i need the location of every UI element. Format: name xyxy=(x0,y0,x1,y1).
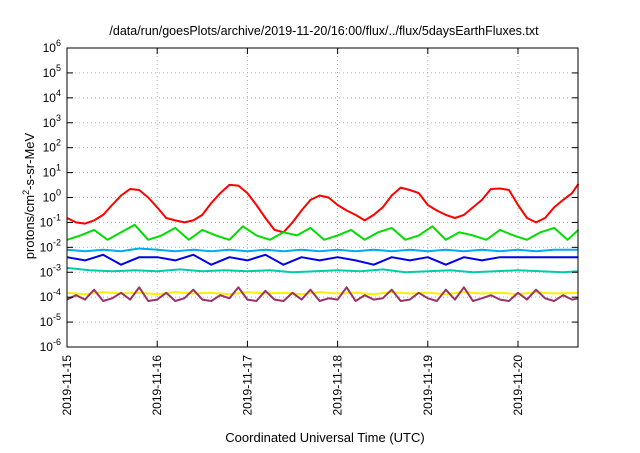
x-tick-label: 2019-11-18 xyxy=(331,355,345,416)
y-tick-label-exponent: -4 xyxy=(53,287,61,297)
y-tick-label-exponent: 3 xyxy=(56,113,61,123)
x-tick-label: 2019-11-17 xyxy=(240,355,254,416)
series-line-5 xyxy=(66,266,579,274)
x-tick-label: 2019-11-19 xyxy=(421,355,435,416)
y-tick-label-base: 10 xyxy=(40,215,54,229)
y-tick-label-base: 10 xyxy=(40,315,54,329)
y-tick-label-base: 10 xyxy=(43,191,57,205)
y-axis-label-prefix: protons/cm xyxy=(22,195,37,259)
y-tick-label-exponent: -1 xyxy=(53,212,61,222)
y-tick-label: 102 xyxy=(43,138,61,155)
y-tick-label-exponent: -3 xyxy=(53,262,61,272)
y-axis-label-suffix: -s-sr-MeV xyxy=(22,132,37,189)
y-tick-label-base: 10 xyxy=(43,41,57,55)
y-tick-label-exponent: 1 xyxy=(56,163,61,173)
y-axis-label: protons/cm2-s-sr-MeV xyxy=(21,132,37,259)
y-tick-label-exponent: 0 xyxy=(56,188,61,198)
y-tick-label: 105 xyxy=(43,63,61,80)
series-lines xyxy=(66,183,580,302)
y-tick-label-base: 10 xyxy=(40,240,54,254)
y-tick-label-exponent: -2 xyxy=(53,237,61,247)
x-tick-label: 2019-11-16 xyxy=(150,355,164,416)
y-tick-label-exponent: 2 xyxy=(56,138,61,148)
y-tick-label: 100 xyxy=(43,188,61,205)
series-line-2 xyxy=(66,223,580,241)
series-line-3 xyxy=(66,247,579,253)
y-tick-label: 10-1 xyxy=(40,212,61,229)
y-tick-label: 10-2 xyxy=(40,237,61,254)
chart-title: /data/run/goesPlots/archive/2019-11-20/1… xyxy=(109,24,539,38)
y-tick-label: 10-4 xyxy=(40,287,61,304)
y-tick-label-exponent: 6 xyxy=(56,38,61,48)
plot-frame xyxy=(66,47,579,348)
y-tick-label-exponent: -6 xyxy=(53,337,61,347)
y-tick-label-base: 10 xyxy=(43,91,57,105)
y-tick-label: 101 xyxy=(43,163,61,180)
y-tick-label: 10-3 xyxy=(40,262,61,279)
x-axis-label: Coordinated Universal Time (UTC) xyxy=(225,430,424,445)
series-line-7 xyxy=(66,286,579,302)
series-line-4 xyxy=(66,253,579,266)
y-tick-label-base: 10 xyxy=(40,290,54,304)
y-axis-label-superscript: 2 xyxy=(21,190,31,195)
series-line-6 xyxy=(66,291,579,296)
y-tick-label-base: 10 xyxy=(40,265,54,279)
x-tick-label: 2019-11-20 xyxy=(511,355,525,416)
y-tick-label: 104 xyxy=(43,88,61,105)
y-tick-label-base: 10 xyxy=(43,66,57,80)
y-tick-label: 10-5 xyxy=(40,312,61,329)
y-tick-label-base: 10 xyxy=(43,166,57,180)
series-line-1 xyxy=(66,183,580,234)
y-tick-label-exponent: 5 xyxy=(56,63,61,73)
axes: 10-610-510-410-310-210-11001011021031041… xyxy=(40,38,579,416)
y-tick-label-base: 10 xyxy=(40,340,54,354)
y-tick-label: 103 xyxy=(43,113,61,130)
y-tick-label-base: 10 xyxy=(43,116,57,130)
y-tick-label-base: 10 xyxy=(43,141,57,155)
y-tick-label: 106 xyxy=(43,38,61,55)
y-tick-label-exponent: -5 xyxy=(53,312,61,322)
y-tick-label: 10-6 xyxy=(40,337,61,354)
y-tick-label-exponent: 4 xyxy=(56,88,61,98)
x-tick-label: 2019-11-15 xyxy=(60,355,74,416)
